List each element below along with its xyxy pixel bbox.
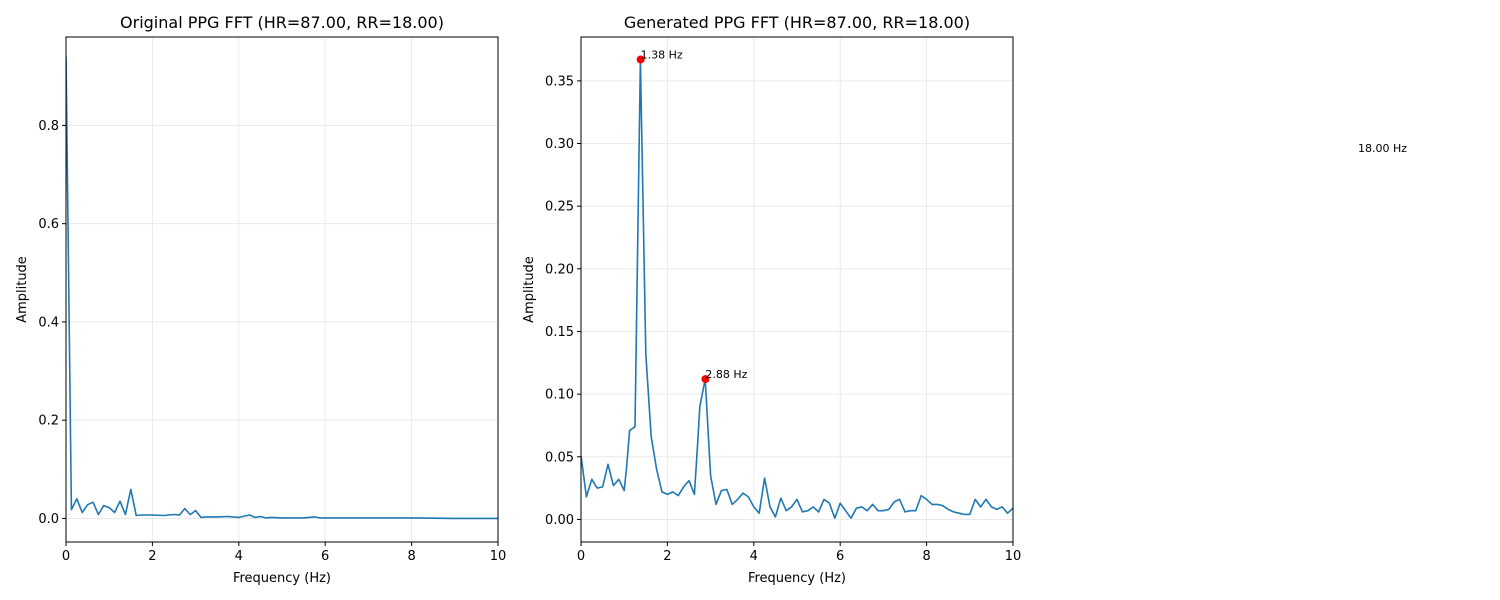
y-tick-label: 0.10 <box>545 388 574 403</box>
y-tick-label: 0.2 <box>38 414 59 429</box>
chart-title: Original PPG FFT (HR=87.00, RR=18.00) <box>120 13 444 32</box>
x-tick-label: 8 <box>407 549 415 564</box>
series-line <box>66 56 498 520</box>
peak-marker <box>701 375 710 384</box>
y-tick-label: 0.15 <box>545 325 574 340</box>
y-tick-label: 0.05 <box>545 450 574 465</box>
y-axis-label: Amplitude <box>15 256 30 323</box>
axes-frame <box>65 36 499 543</box>
x-tick-label: 10 <box>1005 549 1022 564</box>
x-tick-label: 10 <box>490 549 507 564</box>
side-annotation-label: 18.00 Hz <box>1358 142 1407 155</box>
y-tick-label: 0.8 <box>38 119 59 134</box>
peak-label: 1.38 Hz <box>641 49 683 62</box>
x-tick-label: 6 <box>321 549 329 564</box>
x-axis-label: Frequency (Hz) <box>748 571 846 586</box>
y-tick-label: 0.20 <box>545 262 574 277</box>
y-tick-label: 0.0 <box>38 512 59 527</box>
x-tick-label: 8 <box>922 549 930 564</box>
x-tick-label: 6 <box>836 549 844 564</box>
chart-generated-ppg-fft: 1.38 Hz 2.88 Hz 0 2 4 6 8 10 0.00 0.05 0.10 0.15 0.2… <box>522 13 1021 586</box>
y-tick-label: 0.4 <box>38 315 59 330</box>
peak-marker <box>636 55 645 64</box>
x-tick-label: 0 <box>62 549 70 564</box>
chart-original-ppg-fft: 0 2 4 6 8 10 0.0 0.2 0.4 0.6 0.8 Original PPG FFT (… <box>15 13 506 586</box>
y-tick-label: 0.00 <box>545 513 574 528</box>
x-tick-label: 4 <box>235 549 243 564</box>
y-tick-label: 0.35 <box>545 74 574 89</box>
chart-title: Generated PPG FFT (HR=87.00, RR=18.00) <box>624 13 970 32</box>
x-tick-label: 4 <box>750 549 758 564</box>
series-line <box>581 58 1013 520</box>
y-tick-label: 0.6 <box>38 217 59 232</box>
y-tick-label: 0.25 <box>545 200 574 215</box>
x-tick-label: 2 <box>148 549 156 564</box>
x-tick-label: 0 <box>577 549 585 564</box>
x-axis-label: Frequency (Hz) <box>233 571 331 586</box>
peak-label: 2.88 Hz <box>705 368 747 381</box>
x-tick-label: 2 <box>663 549 671 564</box>
y-axis-label: Amplitude <box>522 256 537 323</box>
y-tick-label: 0.30 <box>545 137 574 152</box>
axes-frame <box>580 36 1014 543</box>
